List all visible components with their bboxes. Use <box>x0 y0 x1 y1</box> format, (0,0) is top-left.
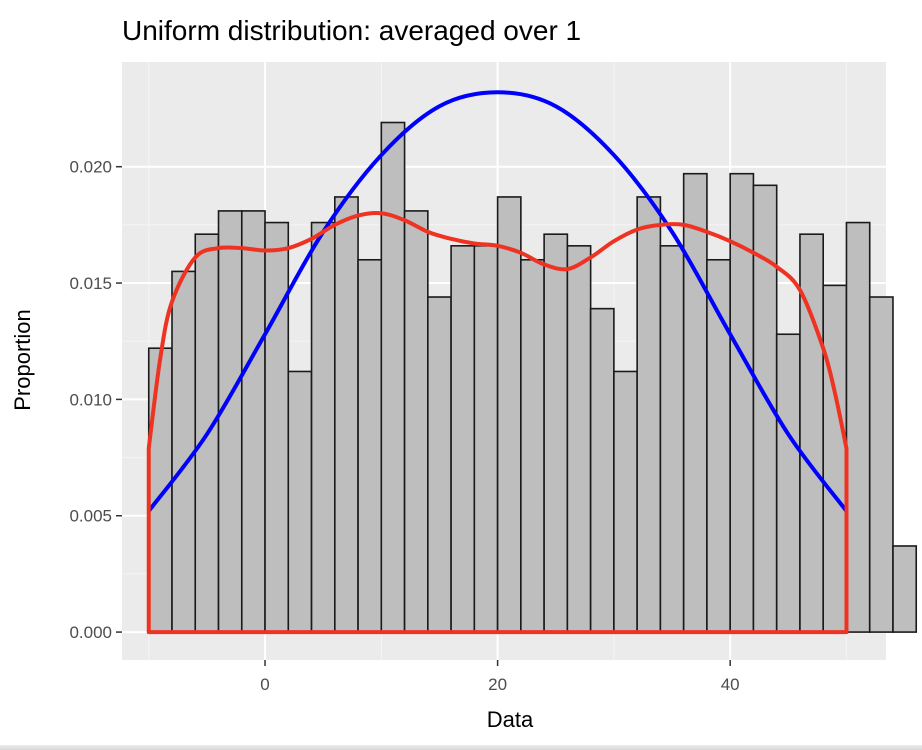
y-axis-label: Proportion <box>10 309 35 411</box>
histogram-bar <box>264 221 290 633</box>
histogram-bar <box>520 258 545 633</box>
window-bottom-edge <box>0 745 922 750</box>
histogram-bar <box>427 296 452 633</box>
histogram-bar <box>217 210 243 633</box>
histogram-bar <box>566 245 592 633</box>
y-axis: 0.000 0.005 0.010 0.015 0.020 <box>69 158 122 642</box>
histogram-bar <box>450 245 476 633</box>
y-tick-label: 0.020 <box>69 158 112 177</box>
histogram-bar <box>171 270 197 633</box>
x-tick-label: 40 <box>721 675 740 694</box>
histogram-bar <box>240 210 266 633</box>
histogram-bar <box>334 196 359 633</box>
x-axis-label: Data <box>487 707 534 732</box>
histogram-bars <box>147 121 918 633</box>
y-tick-label: 0.010 <box>69 390 112 409</box>
y-tick-label: 0.015 <box>69 274 112 293</box>
histogram-bar <box>822 284 848 633</box>
chart-title: Uniform distribution: averaged over 1 <box>122 15 581 46</box>
histogram-bar <box>496 196 522 633</box>
y-tick-label: 0.000 <box>69 623 112 642</box>
histogram-bar <box>636 196 662 633</box>
histogram-bar <box>473 245 499 633</box>
histogram-bar <box>892 545 918 633</box>
histogram-bar <box>589 307 615 633</box>
histogram-bar <box>613 370 638 633</box>
histogram-bar <box>845 221 871 633</box>
histogram-bar <box>543 233 569 633</box>
y-tick-label: 0.005 <box>69 507 112 526</box>
normal-curve <box>147 90 849 513</box>
histogram-bar <box>380 121 406 633</box>
histogram-bar <box>357 258 383 633</box>
histogram-bar <box>682 172 708 633</box>
histogram-bar <box>659 245 685 633</box>
x-axis: 0 20 40 <box>260 660 740 694</box>
histogram-bar <box>403 210 429 633</box>
histogram-bar <box>868 296 894 633</box>
histogram-bar <box>287 370 313 633</box>
x-tick-label: 0 <box>260 675 269 694</box>
histogram-bar <box>310 221 336 633</box>
histogram-bar <box>147 347 173 633</box>
series-lines <box>146 90 849 635</box>
x-tick-label: 20 <box>488 675 507 694</box>
histogram-bar <box>775 333 801 633</box>
density-curve <box>146 211 849 635</box>
